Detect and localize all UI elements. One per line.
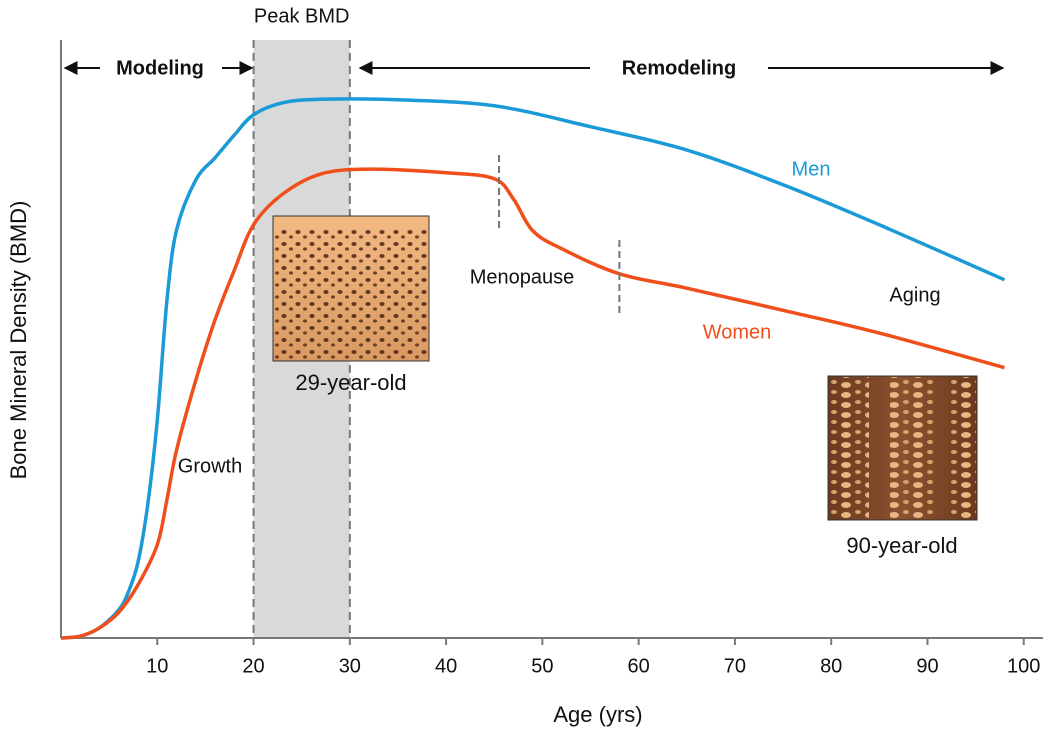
bone-texture (890, 377, 935, 519)
x-tick-label: 50 (531, 655, 553, 677)
y-axis-label: Bone Mineral Density (BMD) (6, 201, 31, 480)
annotation: 29-year-old (295, 370, 406, 395)
bone-texture (829, 377, 869, 519)
x-tick-label: 90 (916, 655, 938, 677)
x-tick-label: 80 (820, 655, 842, 677)
annotation: 90-year-old (846, 533, 957, 558)
plot-area: Peak BMD 10 20 30 40 50 60 70 80 90 100 (60, 5, 1043, 677)
series-line (60, 97, 1006, 640)
x-tick-label: 30 (339, 655, 361, 677)
x-tick-label: 20 (242, 655, 264, 677)
annotation: Aging (889, 284, 940, 306)
annotation: Remodeling (622, 57, 736, 79)
x-tick-label: 70 (724, 655, 746, 677)
bone-image-old (827, 375, 978, 521)
annotation: Menopause (470, 266, 575, 288)
legend-label: Men (792, 158, 831, 180)
bone-texture (950, 377, 976, 519)
annotation: Modeling (116, 57, 204, 79)
region-label: Peak BMD (254, 5, 350, 27)
bone-texture (274, 230, 428, 360)
x-tick-label: 10 (146, 655, 168, 677)
x-axis-label: Age (yrs) (553, 702, 642, 727)
series-line (60, 167, 1005, 640)
annotation: Growth (178, 455, 242, 477)
x-tick-label: 60 (628, 655, 650, 677)
legend-label: Women (703, 321, 772, 343)
bone-image-young (272, 215, 430, 362)
x-tick-label: 100 (1007, 655, 1040, 677)
x-tick-label: 40 (435, 655, 457, 677)
